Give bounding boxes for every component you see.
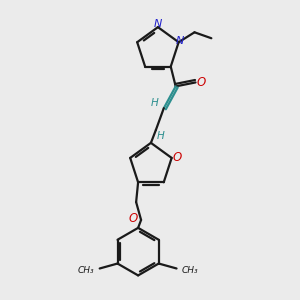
Text: O: O bbox=[128, 212, 138, 226]
Text: N: N bbox=[154, 19, 162, 29]
Text: O: O bbox=[173, 152, 182, 164]
Text: H: H bbox=[151, 98, 159, 108]
Text: N: N bbox=[176, 36, 184, 46]
Text: CH₃: CH₃ bbox=[78, 266, 95, 275]
Text: O: O bbox=[197, 76, 206, 89]
Text: H: H bbox=[157, 131, 165, 141]
Text: CH₃: CH₃ bbox=[182, 266, 198, 275]
